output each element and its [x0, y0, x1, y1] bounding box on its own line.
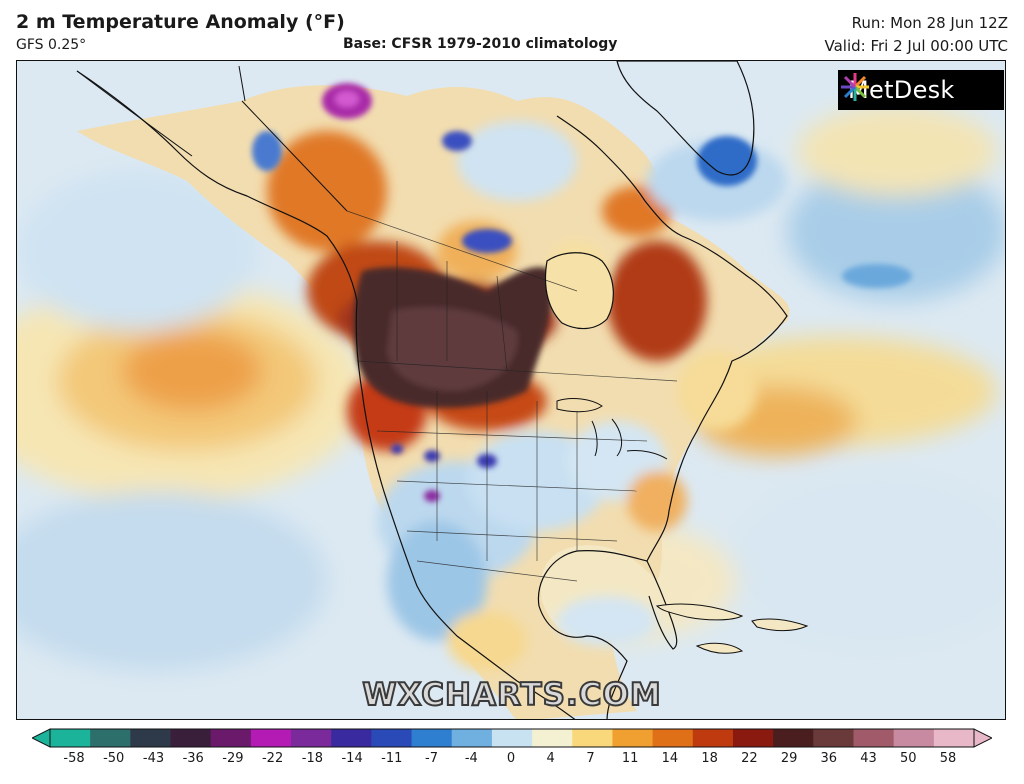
colorbar-tick-label: -4 [464, 751, 478, 766]
colorbar-tick-label: -14 [341, 751, 363, 766]
colorbar-tick-label: 50 [900, 751, 917, 766]
colorbar-tick-label: 11 [621, 751, 639, 766]
colorbar-left-arrow [32, 728, 51, 748]
colorbar-segment [572, 729, 614, 747]
colorbar-segment [893, 729, 935, 747]
colorbar-tick-label: 14 [661, 751, 679, 766]
metdesk-logo-icon [841, 73, 869, 101]
colorbar-segment [773, 729, 814, 747]
colorbar-tick-label: -36 [182, 751, 204, 766]
metdesk-logo: MetDesk [838, 70, 1004, 110]
cold-anomaly-spots [252, 83, 912, 502]
florida [646, 560, 678, 650]
colorbar-segment [170, 729, 212, 747]
colorbar-segment [732, 729, 774, 747]
colorbar-tick-label: 4 [546, 751, 555, 766]
colorbar-tick-label: -58 [63, 751, 85, 766]
colorbar-segment [853, 729, 895, 747]
anomaly-map: MetDesk WXCHARTS.COM [16, 60, 1006, 720]
coastline [76, 70, 788, 719]
colorbar-segment [130, 729, 172, 747]
hudson-bay [544, 252, 614, 330]
heat-dome-core [353, 267, 553, 408]
colorbar-tick-label: -18 [301, 751, 324, 766]
chart-title: 2 m Temperature Anomaly (°F) [16, 11, 345, 33]
colorbar-tick-label: 58 [939, 751, 957, 766]
colorbar-tick-label: 22 [741, 751, 758, 766]
colorbar-segment [371, 729, 413, 747]
colorbar-tick-label: -29 [222, 751, 244, 766]
colorbar-tick-label: -11 [381, 751, 403, 766]
caribbean-islands [655, 603, 809, 654]
colorbar-segment [90, 729, 131, 747]
colorbar-ticks: -58 -50 -43 -36 -29 -22 -18 -14 -11 -7 -4 0 4 7 11 14 18… [0, 751, 1024, 771]
run-time-label: Run: Mon 28 Jun 12Z [851, 14, 1008, 32]
colorbar-tick-label: 36 [820, 751, 838, 766]
colorbar-segment [331, 729, 372, 747]
colorbar-segment [652, 729, 694, 747]
colorbar-segment [451, 729, 493, 747]
colorbar-tick-label: -7 [425, 751, 438, 766]
colorbar-segment [933, 729, 975, 747]
alaska-outline [76, 65, 348, 212]
colorbar-segment [532, 729, 573, 747]
ocean-anomaly-field [17, 106, 1005, 671]
colorbar-segment [813, 729, 855, 747]
map-canvas [17, 61, 1005, 719]
colorbar-right-arrow [973, 728, 992, 748]
colorbar-tick-label: -50 [103, 751, 125, 766]
valid-time-label: Valid: Fri 2 Jul 00:00 UTC [824, 37, 1008, 55]
political-borders [346, 210, 678, 582]
base-climatology-label: Base: CFSR 1979-2010 climatology [343, 36, 618, 52]
model-label: GFS 0.25° [16, 37, 87, 53]
colorbar-tick-label: 43 [860, 751, 877, 766]
colorbar [32, 728, 992, 748]
colorbar-segment [411, 729, 453, 747]
wxcharts-watermark: WXCHARTS.COM [361, 676, 662, 714]
colorbar-segment [612, 729, 654, 747]
greenland [616, 61, 755, 176]
colorbar-segment [291, 729, 332, 747]
colorbar-tick-label: -43 [142, 751, 165, 766]
colorbar-segment [50, 729, 91, 747]
colorbar-segment [210, 729, 252, 747]
colorbar-tick-label: 18 [701, 751, 718, 766]
colorbar-tick-label: 29 [780, 751, 798, 766]
metdesk-logo-text: MetDesk [848, 76, 955, 104]
colorbar-tick-label: 0 [506, 751, 516, 766]
colorbar-segment [491, 729, 533, 747]
colorbar-segment [250, 729, 292, 747]
colorbar-segments [49, 728, 975, 748]
colorbar-tick-label: 7 [586, 751, 595, 766]
colorbar-segment [692, 729, 734, 747]
colorbar-tick-label: -22 [261, 751, 284, 766]
great-lakes [556, 398, 668, 460]
